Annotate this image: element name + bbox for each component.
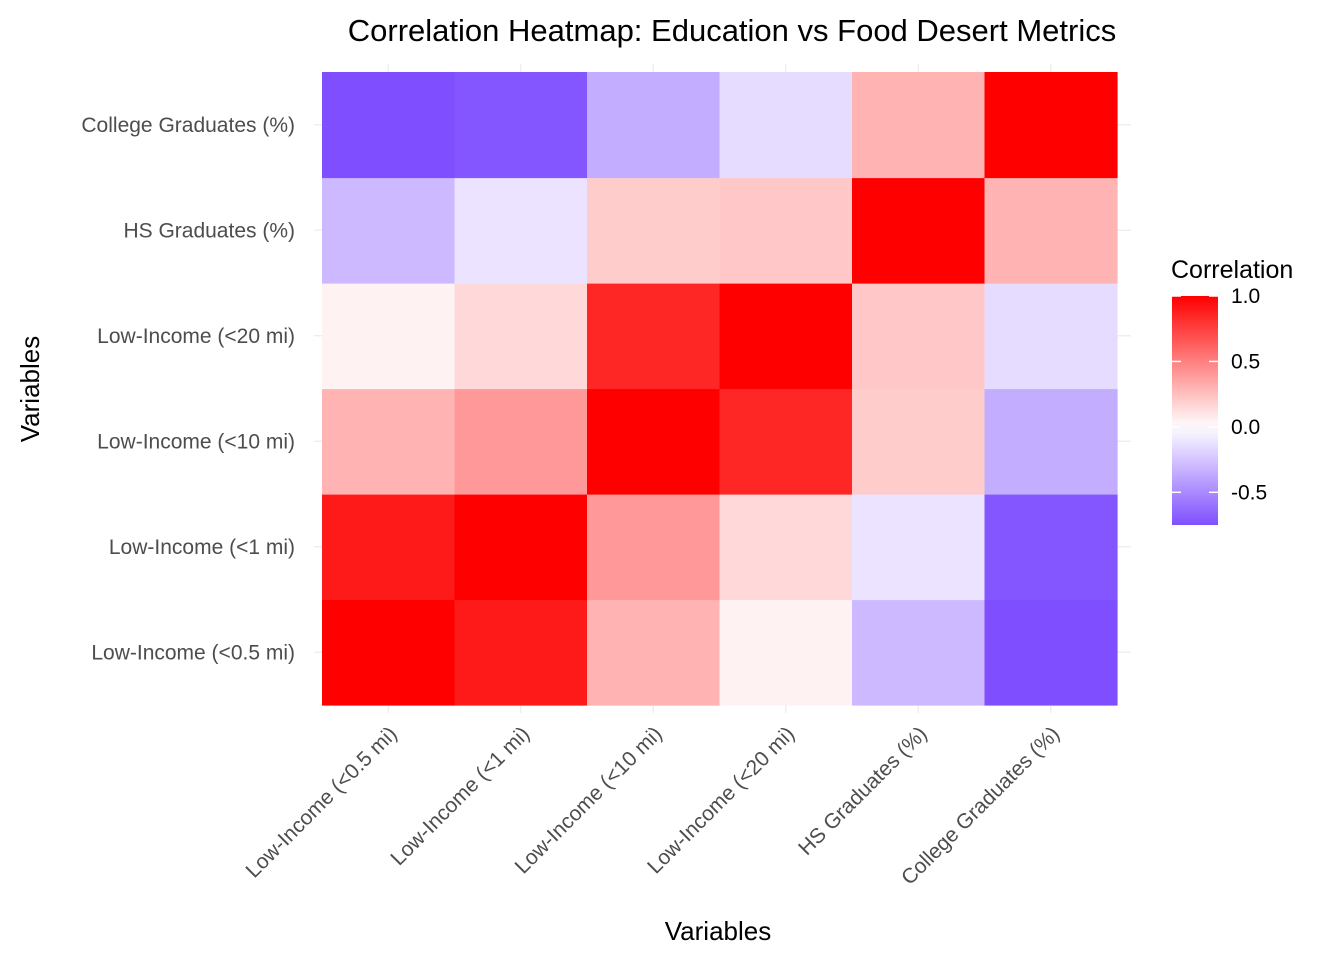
x-tick-label: Low-Income (<0.5 mi) [242, 722, 402, 882]
heatmap-cell [984, 177, 1118, 284]
heatmap-cell [322, 72, 456, 179]
heatmap-cell [322, 494, 456, 601]
heatmap-cell [322, 177, 456, 284]
y-axis-title: Variables [15, 336, 45, 442]
heatmap-cell [587, 177, 721, 284]
x-tick-label: HS Graduates (%) [794, 722, 932, 860]
heatmap-cell [719, 388, 853, 495]
y-axis-tick-labels: Low-Income (<0.5 mi) Low-Income (<1 mi) Lo… [81, 114, 295, 665]
legend-tick-label: 0.5 [1231, 350, 1260, 373]
heatmap-cell [852, 72, 986, 179]
y-tick-label: Low-Income (<10 mi) [97, 430, 295, 453]
heatmap-cell [852, 388, 986, 495]
y-tick-label: Low-Income (<20 mi) [97, 325, 295, 348]
heatmap-cell [852, 283, 986, 390]
heatmap-cell [984, 494, 1118, 601]
legend-colorbar [1172, 296, 1218, 525]
y-tick-label: College Graduates (%) [81, 114, 295, 137]
heatmap-cell [322, 283, 456, 390]
heatmap-cell [587, 494, 721, 601]
y-tick-label: Low-Income (<1 mi) [109, 536, 295, 559]
heatmap-cell [322, 599, 456, 706]
x-tick-label: Low-Income (<10 mi) [511, 722, 667, 878]
legend-tick-label: -0.5 [1231, 481, 1267, 504]
heatmap-cell [587, 599, 721, 706]
heatmap-cell [587, 283, 721, 390]
x-tick-label: Low-Income (<20 mi) [643, 722, 799, 878]
heatmap-cell [587, 72, 721, 179]
legend-tick-label: 0.0 [1231, 416, 1260, 439]
heatmap-cell [719, 599, 853, 706]
x-tick-label: Low-Income (<1 mi) [386, 722, 534, 870]
x-axis-title: Variables [665, 916, 771, 946]
legend-title: Correlation [1171, 256, 1293, 284]
heatmap-cell [454, 388, 588, 495]
heatmap-cell [454, 72, 588, 179]
legend: Correlation 1.0 0.5 0.0 -0.5 [1171, 256, 1293, 525]
x-axis-tick-labels: Low-Income (<0.5 mi)Low-Income (<1 mi)Lo… [242, 722, 1065, 889]
heatmap-cell [322, 388, 456, 495]
y-tick-label: HS Graduates (%) [123, 219, 295, 242]
heatmap-cell [454, 283, 588, 390]
heatmap-cells [322, 72, 1118, 706]
heatmap-cell [719, 283, 853, 390]
heatmap-cell [719, 72, 853, 179]
legend-ticks: 1.0 0.5 0.0 -0.5 [1172, 285, 1267, 504]
heatmap-cell [719, 177, 853, 284]
y-tick-label: Low-Income (<0.5 mi) [91, 641, 295, 664]
heatmap-cell [984, 72, 1118, 179]
heatmap-cell [719, 494, 853, 601]
heatmap-cell [852, 494, 986, 601]
heatmap-cell [984, 599, 1118, 706]
heatmap-cell [852, 599, 986, 706]
legend-tick-label: 1.0 [1231, 285, 1260, 308]
heatmap-cell [454, 494, 588, 601]
heatmap-cell [984, 283, 1118, 390]
heatmap-cell [984, 388, 1118, 495]
heatmap-cell [587, 388, 721, 495]
heatmap-cell [454, 599, 588, 706]
heatmap-cell [852, 177, 986, 284]
heatmap-cell [454, 177, 588, 284]
chart-title: Correlation Heatmap: Education vs Food D… [348, 13, 1116, 48]
